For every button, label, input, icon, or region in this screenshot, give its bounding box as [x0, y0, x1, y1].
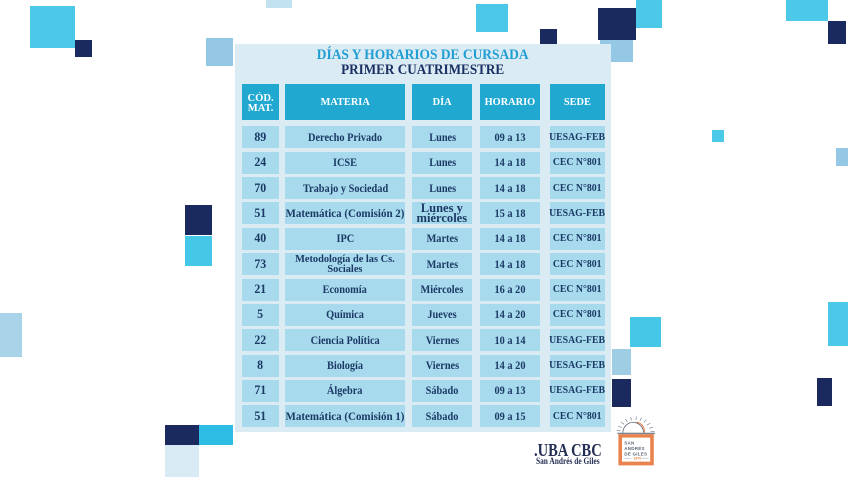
svg-text:ANDRÉS: ANDRÉS — [624, 444, 645, 451]
svg-text:DE GILES: DE GILES — [624, 452, 647, 457]
svg-text:SAN: SAN — [624, 441, 634, 446]
svg-text:1870: 1870 — [634, 457, 642, 461]
